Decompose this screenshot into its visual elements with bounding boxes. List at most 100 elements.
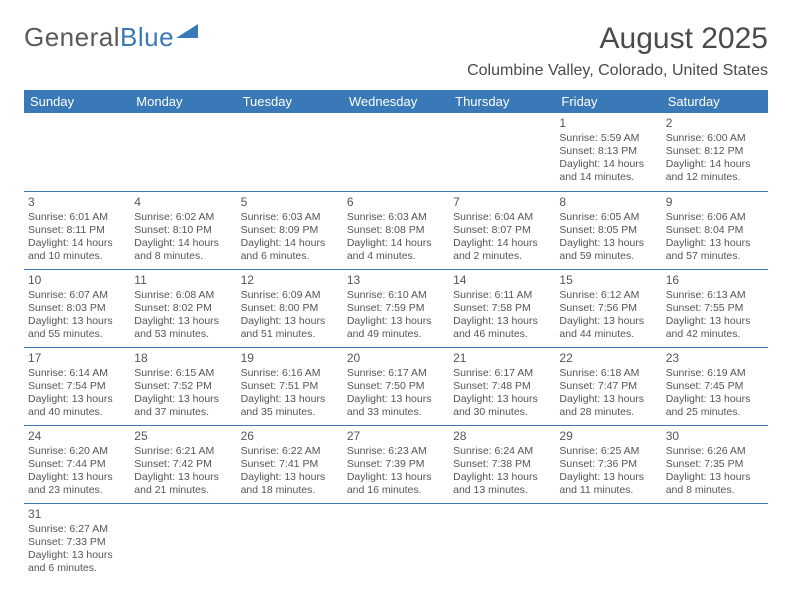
logo: GeneralBlue <box>24 22 198 53</box>
daylight-text: Daylight: 13 hours and 13 minutes. <box>453 471 551 497</box>
day-number: 11 <box>134 273 232 288</box>
sunrise-text: Sunrise: 6:20 AM <box>28 445 126 458</box>
sunrise-text: Sunrise: 6:06 AM <box>666 211 764 224</box>
day-number: 9 <box>666 195 764 210</box>
sunset-text: Sunset: 7:38 PM <box>453 458 551 471</box>
calendar-cell: 17Sunrise: 6:14 AMSunset: 7:54 PMDayligh… <box>24 347 130 425</box>
calendar-cell: 11Sunrise: 6:08 AMSunset: 8:02 PMDayligh… <box>130 269 236 347</box>
sunrise-text: Sunrise: 6:05 AM <box>559 211 657 224</box>
day-number: 10 <box>28 273 126 288</box>
calendar-cell: 14Sunrise: 6:11 AMSunset: 7:58 PMDayligh… <box>449 269 555 347</box>
sunset-text: Sunset: 8:03 PM <box>28 302 126 315</box>
daylight-text: Daylight: 13 hours and 18 minutes. <box>241 471 339 497</box>
day-number: 29 <box>559 429 657 444</box>
calendar-cell: 29Sunrise: 6:25 AMSunset: 7:36 PMDayligh… <box>555 425 661 503</box>
day-number: 6 <box>347 195 445 210</box>
sunset-text: Sunset: 7:52 PM <box>134 380 232 393</box>
daylight-text: Daylight: 13 hours and 30 minutes. <box>453 393 551 419</box>
sunset-text: Sunset: 8:09 PM <box>241 224 339 237</box>
calendar-cell: 8Sunrise: 6:05 AMSunset: 8:05 PMDaylight… <box>555 191 661 269</box>
sunset-text: Sunset: 8:00 PM <box>241 302 339 315</box>
calendar-cell: 3Sunrise: 6:01 AMSunset: 8:11 PMDaylight… <box>24 191 130 269</box>
daylight-text: Daylight: 13 hours and 33 minutes. <box>347 393 445 419</box>
calendar-cell <box>343 113 449 191</box>
sunrise-text: Sunrise: 6:27 AM <box>28 523 126 536</box>
daylight-text: Daylight: 13 hours and 57 minutes. <box>666 237 764 263</box>
day-number: 13 <box>347 273 445 288</box>
day-number: 27 <box>347 429 445 444</box>
col-saturday: Saturday <box>662 90 768 113</box>
day-number: 22 <box>559 351 657 366</box>
calendar-cell <box>130 503 236 581</box>
sunrise-text: Sunrise: 6:18 AM <box>559 367 657 380</box>
calendar-cell: 30Sunrise: 6:26 AMSunset: 7:35 PMDayligh… <box>662 425 768 503</box>
daylight-text: Daylight: 14 hours and 4 minutes. <box>347 237 445 263</box>
sunset-text: Sunset: 7:39 PM <box>347 458 445 471</box>
calendar-cell: 13Sunrise: 6:10 AMSunset: 7:59 PMDayligh… <box>343 269 449 347</box>
sunrise-text: Sunrise: 6:09 AM <box>241 289 339 302</box>
daylight-text: Daylight: 13 hours and 28 minutes. <box>559 393 657 419</box>
calendar-cell <box>449 113 555 191</box>
day-number: 19 <box>241 351 339 366</box>
daylight-text: Daylight: 13 hours and 8 minutes. <box>666 471 764 497</box>
sunrise-text: Sunrise: 6:22 AM <box>241 445 339 458</box>
sunset-text: Sunset: 7:50 PM <box>347 380 445 393</box>
daylight-text: Daylight: 13 hours and 25 minutes. <box>666 393 764 419</box>
daylight-text: Daylight: 13 hours and 49 minutes. <box>347 315 445 341</box>
calendar-row: 31Sunrise: 6:27 AMSunset: 7:33 PMDayligh… <box>24 503 768 581</box>
daylight-text: Daylight: 13 hours and 44 minutes. <box>559 315 657 341</box>
sunrise-text: Sunrise: 6:15 AM <box>134 367 232 380</box>
daylight-text: Daylight: 13 hours and 16 minutes. <box>347 471 445 497</box>
sunrise-text: Sunrise: 6:11 AM <box>453 289 551 302</box>
sunrise-text: Sunrise: 6:17 AM <box>347 367 445 380</box>
daylight-text: Daylight: 14 hours and 6 minutes. <box>241 237 339 263</box>
calendar-cell: 15Sunrise: 6:12 AMSunset: 7:56 PMDayligh… <box>555 269 661 347</box>
sunset-text: Sunset: 7:41 PM <box>241 458 339 471</box>
calendar-cell <box>449 503 555 581</box>
day-number: 28 <box>453 429 551 444</box>
calendar-cell: 10Sunrise: 6:07 AMSunset: 8:03 PMDayligh… <box>24 269 130 347</box>
calendar-cell: 22Sunrise: 6:18 AMSunset: 7:47 PMDayligh… <box>555 347 661 425</box>
calendar-cell: 26Sunrise: 6:22 AMSunset: 7:41 PMDayligh… <box>237 425 343 503</box>
sunrise-text: Sunrise: 6:14 AM <box>28 367 126 380</box>
daylight-text: Daylight: 13 hours and 6 minutes. <box>28 549 126 575</box>
day-number: 31 <box>28 507 126 522</box>
day-number: 26 <box>241 429 339 444</box>
day-number: 3 <box>28 195 126 210</box>
header: GeneralBlue August 2025 Columbine Valley… <box>24 22 768 80</box>
calendar-cell <box>237 113 343 191</box>
calendar-cell: 23Sunrise: 6:19 AMSunset: 7:45 PMDayligh… <box>662 347 768 425</box>
day-number: 16 <box>666 273 764 288</box>
sunrise-text: Sunrise: 6:25 AM <box>559 445 657 458</box>
sunset-text: Sunset: 7:47 PM <box>559 380 657 393</box>
sunrise-text: Sunrise: 6:24 AM <box>453 445 551 458</box>
daylight-text: Daylight: 13 hours and 46 minutes. <box>453 315 551 341</box>
calendar-row: 3Sunrise: 6:01 AMSunset: 8:11 PMDaylight… <box>24 191 768 269</box>
calendar-cell: 31Sunrise: 6:27 AMSunset: 7:33 PMDayligh… <box>24 503 130 581</box>
daylight-text: Daylight: 13 hours and 59 minutes. <box>559 237 657 263</box>
sunset-text: Sunset: 8:07 PM <box>453 224 551 237</box>
calendar-cell: 16Sunrise: 6:13 AMSunset: 7:55 PMDayligh… <box>662 269 768 347</box>
day-number: 15 <box>559 273 657 288</box>
day-number: 4 <box>134 195 232 210</box>
sunrise-text: Sunrise: 6:21 AM <box>134 445 232 458</box>
calendar-cell: 12Sunrise: 6:09 AMSunset: 8:00 PMDayligh… <box>237 269 343 347</box>
sunrise-text: Sunrise: 6:16 AM <box>241 367 339 380</box>
col-wednesday: Wednesday <box>343 90 449 113</box>
calendar-cell <box>343 503 449 581</box>
calendar-cell: 5Sunrise: 6:03 AMSunset: 8:09 PMDaylight… <box>237 191 343 269</box>
sunset-text: Sunset: 7:36 PM <box>559 458 657 471</box>
sunrise-text: Sunrise: 6:04 AM <box>453 211 551 224</box>
day-number: 8 <box>559 195 657 210</box>
logo-text-2: Blue <box>120 22 174 53</box>
sunset-text: Sunset: 8:12 PM <box>666 145 764 158</box>
location-subtitle: Columbine Valley, Colorado, United State… <box>467 62 768 80</box>
sunset-text: Sunset: 7:48 PM <box>453 380 551 393</box>
page-title: August 2025 <box>467 22 768 56</box>
calendar-cell: 4Sunrise: 6:02 AMSunset: 8:10 PMDaylight… <box>130 191 236 269</box>
sunset-text: Sunset: 7:55 PM <box>666 302 764 315</box>
day-number: 24 <box>28 429 126 444</box>
daylight-text: Daylight: 13 hours and 51 minutes. <box>241 315 339 341</box>
sunrise-text: Sunrise: 6:03 AM <box>347 211 445 224</box>
col-thursday: Thursday <box>449 90 555 113</box>
